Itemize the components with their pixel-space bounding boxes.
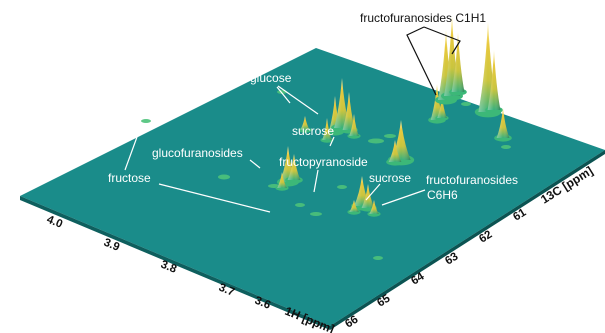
label-fructofuranosides-c6h6: fructofuranosides bbox=[426, 173, 518, 187]
x-tick-3-9: 3.9 bbox=[102, 237, 121, 254]
label-fructose: fructose bbox=[108, 171, 151, 185]
x-tick-4-0: 4.0 bbox=[45, 214, 64, 231]
x-tick-3-6: 3.6 bbox=[253, 295, 272, 312]
peak-c1h1-g-shade bbox=[487, 50, 501, 110]
surface-edge-front bbox=[20, 196, 330, 330]
annotation-leaders bbox=[124, 26, 461, 213]
peak-glucose-c-shade bbox=[342, 92, 356, 130]
y-tick-62: 62 bbox=[477, 229, 494, 246]
peak-fructopyranoside-b-shade bbox=[287, 154, 301, 180]
y-tick-63: 63 bbox=[443, 251, 460, 268]
label-c6h6: C6H6 bbox=[427, 188, 458, 202]
surface-edge-right bbox=[330, 150, 605, 330]
label-sucrose-lower: sucrose bbox=[369, 171, 411, 185]
peak-sucrose-a-shade bbox=[322, 118, 332, 140]
label-glucose: glucose bbox=[250, 71, 292, 85]
peak-c1h1-h-shade bbox=[496, 108, 510, 138]
label-fructopyranoside: fructopyranoside bbox=[279, 155, 368, 169]
x-tick-3-7: 3.7 bbox=[217, 282, 236, 299]
x-tick-3-8: 3.8 bbox=[159, 259, 179, 276]
label-glucofuranosides: glucofuranosides bbox=[152, 146, 243, 160]
label-sucrose-upper: sucrose bbox=[292, 124, 334, 138]
peak-c1h1-e-shade bbox=[451, 32, 465, 92]
peak-glucose-e-shade bbox=[300, 116, 310, 130]
peak-c1h1-b-shade bbox=[437, 96, 447, 118]
label-fructofuranosides-c1h1: fructofuranosides C1H1 bbox=[360, 11, 486, 25]
peak-glucose-d-shade bbox=[349, 114, 359, 136]
peak-sucrose-c-shade bbox=[388, 140, 402, 162]
peak-c6h6-c-shade bbox=[369, 200, 379, 214]
peak-c6h6-d-shade bbox=[349, 200, 359, 212]
y-tick-66: 66 bbox=[343, 314, 360, 331]
peak-c6h6-b-shade bbox=[361, 184, 375, 208]
peaks-layer bbox=[275, 16, 512, 217]
peak-fructopyranoside-c-shade bbox=[277, 172, 287, 188]
surface-plane bbox=[20, 48, 605, 326]
